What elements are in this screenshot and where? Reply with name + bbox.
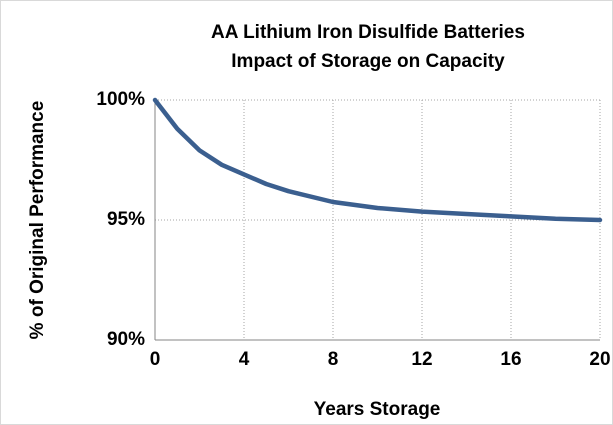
chart-subtitle: Impact of Storage on Capacity [231,51,505,72]
x-tick-label: 4 [239,349,250,370]
x-tick-label: 16 [500,349,521,370]
x-tick-label: 20 [589,349,610,370]
x-tick-label: 8 [328,349,339,370]
x-tick-label: 0 [150,349,161,370]
chart-title: AA Lithium Iron Disulfide Batteries [211,22,525,43]
x-tick-label: 12 [411,349,432,370]
x-axis-title: Years Storage [314,399,441,420]
data-line [152,97,603,223]
y-tick-label: 95% [107,209,145,230]
y-tick-label: 90% [107,329,145,350]
y-axis-title: % of Original Performance [27,101,48,340]
y-tick-label: 100% [96,89,145,110]
